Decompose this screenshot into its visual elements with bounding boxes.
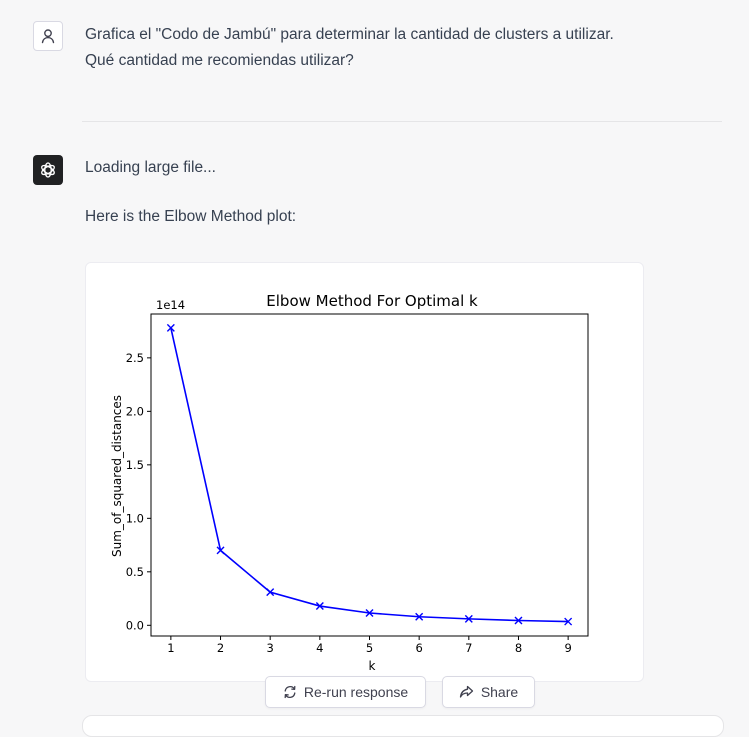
- x-tick-label: 6: [415, 641, 422, 655]
- series-line: [170, 327, 569, 623]
- rerun-response-button[interactable]: Re-run response: [265, 676, 426, 708]
- x-tick-label: 7: [465, 641, 472, 655]
- message-divider: [82, 121, 722, 122]
- message-input-box[interactable]: [82, 715, 724, 737]
- x-axis-label: k: [369, 659, 376, 673]
- x-tick-label: 9: [564, 641, 571, 655]
- data-point-marker: [464, 614, 473, 623]
- chart-title: Elbow Method For Optimal k: [266, 292, 478, 310]
- y-tick-label: 0.0: [126, 618, 144, 632]
- user-message-line-1: Grafica el "Codo de Jambú" para determin…: [85, 26, 614, 43]
- share-button[interactable]: Share: [442, 676, 535, 708]
- share-label: Share: [480, 684, 519, 700]
- y-tick-label: 1.0: [126, 511, 144, 525]
- data-point-marker: [365, 609, 374, 617]
- y-tick-label: 2.5: [126, 351, 144, 365]
- assistant-message-text: Here is the Elbow Method plot:: [85, 208, 297, 225]
- data-point-marker: [216, 546, 225, 555]
- y-tick-label: 2.0: [126, 404, 144, 418]
- x-tick-label: 5: [366, 641, 373, 655]
- x-tick-label: 2: [217, 641, 224, 655]
- data-point-marker: [514, 616, 523, 625]
- user-icon: [41, 29, 55, 44]
- data-point-marker: [166, 323, 175, 332]
- share-arrow-icon: [459, 685, 473, 698]
- user-message-line-2: Qué cantidad me recomiendas utilizar?: [85, 52, 354, 69]
- x-tick-label: 8: [515, 641, 522, 655]
- rerun-response-label: Re-run response: [303, 684, 409, 700]
- y-tick-label: 1.5: [126, 458, 144, 472]
- refresh-icon: [284, 685, 296, 699]
- x-tick-label: 1: [167, 641, 174, 655]
- y-tick-label: 0.5: [126, 565, 144, 579]
- x-tick-label: 4: [316, 641, 323, 655]
- assistant-avatar: [33, 155, 63, 185]
- data-point-marker: [315, 602, 324, 611]
- data-point-marker: [564, 617, 573, 626]
- plot-image: 1 2 3 4 5 6 7 8 9 0.0 0.5 1.0 1.5 2.0 2.5 Elbow Method…: [85, 262, 644, 682]
- assistant-status-text: Loading large file...: [85, 159, 216, 176]
- data-point-marker: [266, 588, 275, 597]
- openai-logo-icon: [41, 162, 55, 178]
- elbow-chart: 1 2 3 4 5 6 7 8 9 0.0 0.5 1.0 1.5 2.0 2.5 Elbow Method…: [110, 292, 589, 673]
- data-point-marker: [415, 612, 424, 621]
- y-offset-label: 1e14: [156, 298, 185, 312]
- plot-area-frame: [150, 313, 589, 637]
- x-tick-label: 3: [267, 641, 274, 655]
- user-message: Grafica el "Codo de Jambú" para determin…: [85, 22, 705, 74]
- user-avatar: [33, 21, 63, 51]
- y-axis-label: Sum_of_squared_distances: [110, 395, 124, 557]
